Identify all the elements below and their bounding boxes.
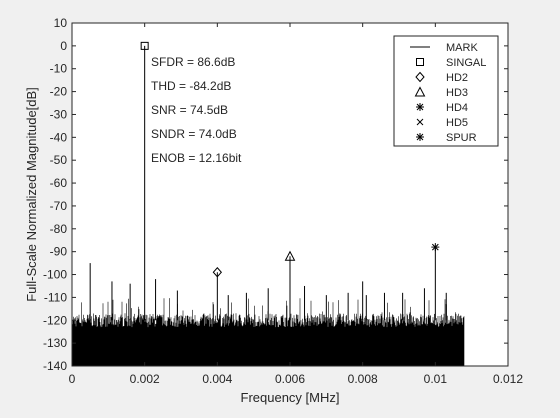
annotation-sfdr: SFDR = 86.6dB	[151, 55, 235, 69]
peak-marker-singal	[140, 41, 149, 50]
y-tick-label: -140	[43, 359, 67, 373]
x-axis-ticks: 0 0.002 0.004 0.006 0.008 0.01 0.012	[69, 23, 523, 386]
legend-label-hd3: HD3	[446, 87, 468, 99]
y-tick-label: -80	[50, 222, 68, 236]
y-tick-label: -50	[50, 153, 68, 167]
x-tick-label: 0.006	[275, 372, 305, 386]
y-tick-label: -60	[50, 176, 68, 190]
y-tick-label: -70	[50, 199, 68, 213]
y-axis-label: Full-Scale Normalized Magnitude[dB]	[24, 87, 39, 302]
annotation-enob: ENOB = 12.16bit	[151, 151, 242, 165]
y-tick-label: 0	[60, 39, 67, 53]
y-tick-label: -130	[43, 336, 67, 350]
peak-marker-spur	[431, 243, 440, 252]
legend-swatch-hd5	[416, 118, 424, 126]
legend-swatch-spur	[416, 133, 424, 141]
legend-swatches	[410, 46, 430, 141]
y-tick-label: -90	[50, 245, 68, 259]
y-tick-label: 10	[54, 16, 68, 30]
peak-marker-hd3	[284, 250, 296, 261]
legend-label-hd5: HD5	[446, 117, 468, 129]
x-tick-label: 0.004	[202, 372, 232, 386]
legend-label-hd2: HD2	[446, 72, 468, 84]
y-tick-label: -110	[44, 290, 67, 304]
legend-label-hd4: HD4	[446, 102, 468, 114]
x-tick-label: 0.01	[424, 372, 448, 386]
y-tick-label: -40	[50, 130, 68, 144]
spectrum-spikes	[89, 263, 447, 321]
y-tick-label: -20	[50, 85, 68, 99]
metrics-annotations: SFDR = 86.6dB THD = -84.2dB SNR = 74.5dB…	[151, 55, 242, 165]
x-tick-label: 0	[69, 372, 76, 386]
legend-swatch-singal	[416, 58, 424, 66]
legend-swatch-hd2	[415, 71, 425, 83]
y-tick-label: -30	[50, 107, 68, 121]
legend: MARK SINGAL HD2 HD3 HD4 HD5 SPUR	[393, 35, 499, 147]
peak-markers	[140, 41, 440, 321]
annotation-thd: THD = -84.2dB	[151, 79, 231, 93]
y-tick-label: -100	[43, 268, 67, 282]
y-tick-label: -120	[43, 313, 67, 327]
x-tick-label: 0.012	[493, 372, 523, 386]
legend-label-singal: SINGAL	[446, 57, 486, 69]
annotation-snr: SNR = 74.5dB	[151, 103, 228, 117]
y-tick-label: -10	[50, 62, 68, 76]
legend-box	[393, 35, 499, 147]
legend-swatch-hd3	[414, 86, 426, 97]
legend-label-mark: MARK	[446, 42, 478, 54]
x-axis-label: Frequency [MHz]	[241, 390, 340, 405]
legend-swatch-hd4	[416, 103, 424, 111]
y-axis-ticks: 10 0 -10 -20 -30 -40 -50 -60 -70 -80 -90 -100 -110 -1…	[43, 16, 508, 373]
legend-label-spur: SPUR	[446, 132, 477, 144]
annotation-sndr: SNDR = 74.0dB	[151, 127, 237, 141]
x-tick-label: 0.002	[130, 372, 160, 386]
peak-marker-hd2	[212, 266, 223, 278]
x-tick-label: 0.008	[348, 372, 378, 386]
